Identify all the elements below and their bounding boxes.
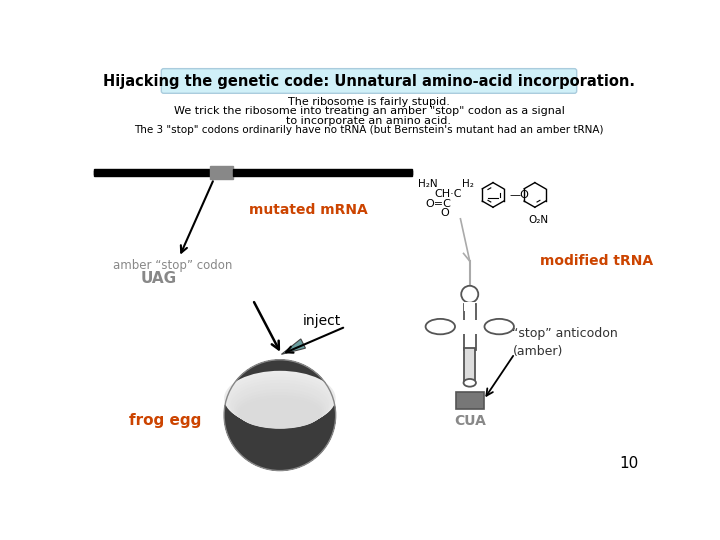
Bar [210, 166, 233, 179]
Text: CUA: CUA [454, 414, 486, 428]
Text: The 3 "stop" codons ordinarily have no tRNA (but Bernstein's mutant had an amber: The 3 "stop" codons ordinarily have no t… [134, 125, 604, 135]
Ellipse shape [224, 360, 336, 470]
Bar [233, 168, 412, 177]
Text: “stop” anticodon
(amber): “stop” anticodon (amber) [513, 327, 618, 357]
Ellipse shape [228, 377, 333, 427]
Bar [462, 320, 477, 334]
Text: modified tRNA: modified tRNA [539, 254, 652, 268]
Ellipse shape [224, 360, 336, 470]
Text: O=C: O=C [426, 199, 451, 209]
Ellipse shape [224, 360, 336, 470]
Bar [462, 320, 477, 334]
Text: O₂N: O₂N [528, 215, 549, 225]
Ellipse shape [224, 360, 336, 470]
Text: mutated mRNA: mutated mRNA [249, 202, 368, 217]
Text: H₂N: H₂N [418, 179, 437, 189]
Ellipse shape [224, 360, 336, 470]
Text: H₂: H₂ [462, 179, 474, 189]
Bar [94, 168, 214, 177]
Text: The ribosome is fairly stupid.: The ribosome is fairly stupid. [288, 97, 450, 107]
Text: UAG: UAG [140, 272, 176, 286]
Ellipse shape [224, 360, 336, 470]
Ellipse shape [224, 360, 336, 470]
Ellipse shape [224, 360, 336, 470]
Text: We trick the ribosome into treating an amber "stop" codon as a signal: We trick the ribosome into treating an a… [174, 106, 564, 117]
Bar [464, 348, 475, 383]
Ellipse shape [224, 360, 336, 470]
Text: to incorporate an amino acid.: to incorporate an amino acid. [287, 116, 451, 126]
Ellipse shape [233, 386, 328, 428]
Ellipse shape [485, 319, 514, 334]
Text: Hijacking the genetic code: Unnatural amino-acid incorporation.: Hijacking the genetic code: Unnatural am… [103, 74, 635, 89]
Ellipse shape [224, 360, 336, 470]
FancyBboxPatch shape [161, 69, 577, 93]
Text: CH·C: CH·C [434, 189, 462, 199]
Ellipse shape [231, 383, 329, 427]
Bar [464, 302, 475, 311]
Text: O: O [441, 208, 449, 218]
Ellipse shape [426, 319, 455, 334]
Ellipse shape [234, 389, 325, 428]
Ellipse shape [229, 380, 330, 427]
Ellipse shape [224, 360, 336, 470]
Ellipse shape [224, 360, 336, 470]
Ellipse shape [224, 371, 336, 426]
Text: —O: —O [509, 190, 529, 200]
Ellipse shape [238, 395, 323, 428]
Ellipse shape [224, 360, 336, 470]
Ellipse shape [224, 360, 336, 470]
Ellipse shape [224, 360, 336, 470]
Bar [464, 303, 476, 350]
Ellipse shape [224, 360, 336, 470]
Ellipse shape [224, 360, 336, 470]
Text: 10: 10 [619, 456, 639, 471]
Text: inject: inject [303, 314, 341, 328]
Text: frog egg: frog egg [129, 413, 201, 428]
Ellipse shape [224, 360, 336, 470]
Ellipse shape [462, 286, 478, 303]
Ellipse shape [235, 392, 324, 428]
Ellipse shape [224, 360, 336, 470]
Ellipse shape [239, 398, 320, 429]
Bar [456, 392, 484, 409]
Polygon shape [282, 339, 305, 354]
Ellipse shape [226, 374, 334, 427]
Ellipse shape [224, 360, 336, 470]
Ellipse shape [464, 379, 476, 387]
Text: amber “stop” codon: amber “stop” codon [113, 259, 233, 272]
